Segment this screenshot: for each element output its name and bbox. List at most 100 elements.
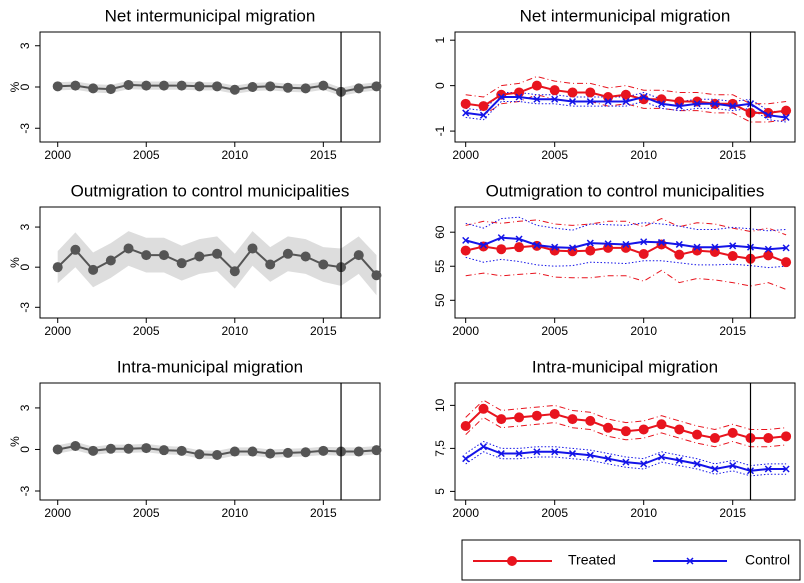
point bbox=[247, 82, 258, 92]
confidence-line bbox=[465, 100, 787, 123]
point bbox=[123, 79, 134, 90]
legend-label: Treated bbox=[568, 552, 616, 568]
chart-title: Outmigration to control municipalities bbox=[486, 181, 765, 200]
point bbox=[515, 93, 523, 101]
point bbox=[212, 248, 223, 259]
point bbox=[265, 81, 276, 92]
y-tick-label: -1 bbox=[433, 125, 447, 136]
point bbox=[515, 235, 523, 243]
point bbox=[479, 111, 488, 119]
point bbox=[586, 98, 594, 106]
panel: Outmigration to control municipalities 50… bbox=[433, 181, 796, 338]
point bbox=[229, 84, 240, 95]
confidence-band bbox=[57, 231, 377, 296]
point bbox=[657, 453, 666, 461]
point bbox=[497, 450, 505, 458]
point bbox=[88, 83, 99, 94]
point bbox=[567, 87, 578, 98]
point bbox=[782, 244, 790, 252]
panel: Net intermunicipal migration -1 0 1 2000 2005… bbox=[433, 6, 796, 162]
x-tick-label: 2010 bbox=[221, 506, 248, 520]
point bbox=[657, 100, 666, 108]
x-tick-label: 2005 bbox=[541, 324, 568, 338]
x-tick-label: 2010 bbox=[630, 148, 657, 162]
point bbox=[727, 98, 738, 109]
point bbox=[300, 251, 311, 262]
point bbox=[282, 447, 293, 458]
x-tick-label: 2000 bbox=[452, 148, 479, 162]
point bbox=[709, 246, 720, 257]
point bbox=[533, 95, 541, 103]
point bbox=[158, 445, 169, 456]
point bbox=[622, 458, 630, 466]
point bbox=[568, 244, 577, 252]
point bbox=[371, 81, 382, 92]
point bbox=[479, 241, 488, 249]
confidence-line bbox=[465, 399, 787, 431]
point bbox=[727, 251, 738, 262]
point bbox=[603, 422, 614, 433]
point bbox=[781, 105, 792, 116]
x-tick-label: 2000 bbox=[44, 506, 71, 520]
point bbox=[229, 266, 240, 277]
point bbox=[194, 251, 205, 262]
legend-swatch-marker bbox=[686, 557, 694, 565]
y-tick-label: -3 bbox=[18, 123, 32, 134]
point bbox=[693, 100, 701, 108]
confidence-line bbox=[465, 218, 787, 236]
point bbox=[371, 445, 382, 456]
x-tick-label: 2000 bbox=[452, 324, 479, 338]
panel: Outmigration to control municipalities% -… bbox=[8, 181, 382, 338]
confidence-line bbox=[465, 269, 787, 290]
point bbox=[265, 259, 276, 270]
point bbox=[141, 250, 152, 261]
point bbox=[460, 98, 471, 109]
point bbox=[462, 236, 470, 244]
point bbox=[514, 242, 525, 253]
point bbox=[551, 243, 559, 251]
point bbox=[496, 244, 507, 255]
confidence-band bbox=[57, 441, 377, 460]
point bbox=[622, 98, 630, 106]
point bbox=[462, 455, 470, 463]
point bbox=[531, 410, 542, 421]
point bbox=[265, 448, 276, 459]
point bbox=[585, 87, 596, 98]
point bbox=[105, 255, 116, 266]
point bbox=[709, 433, 720, 444]
point bbox=[514, 412, 525, 423]
point bbox=[496, 414, 507, 425]
point bbox=[247, 446, 258, 457]
y-tick-label: 1 bbox=[433, 37, 447, 44]
x-tick-label: 2005 bbox=[541, 148, 568, 162]
point bbox=[158, 250, 169, 261]
point bbox=[497, 93, 505, 101]
point bbox=[782, 465, 790, 473]
chart-title: Intra-municipal migration bbox=[117, 357, 303, 376]
x-tick-label: 2015 bbox=[310, 324, 337, 338]
point bbox=[729, 102, 737, 110]
point bbox=[551, 95, 559, 103]
y-tick-label: 60 bbox=[433, 225, 447, 239]
point bbox=[318, 80, 329, 91]
point bbox=[123, 443, 134, 454]
y-tick-label: 10 bbox=[433, 398, 447, 412]
plot-area bbox=[454, 31, 796, 143]
point bbox=[531, 80, 542, 91]
point bbox=[692, 429, 703, 440]
legend-label: Control bbox=[745, 552, 790, 568]
y-tick-label: -3 bbox=[18, 302, 32, 313]
panel: Net intermunicipal migration% -3 0 3 2000 200… bbox=[8, 6, 382, 162]
point bbox=[194, 449, 205, 460]
point bbox=[620, 426, 631, 437]
point bbox=[622, 240, 630, 248]
confidence-line bbox=[465, 416, 787, 448]
point bbox=[212, 81, 223, 92]
y-tick-label: 55 bbox=[433, 259, 447, 273]
point bbox=[640, 93, 648, 101]
plot-area bbox=[454, 206, 796, 319]
point bbox=[657, 238, 666, 246]
point bbox=[353, 83, 364, 94]
x-tick-label: 2005 bbox=[541, 506, 568, 520]
